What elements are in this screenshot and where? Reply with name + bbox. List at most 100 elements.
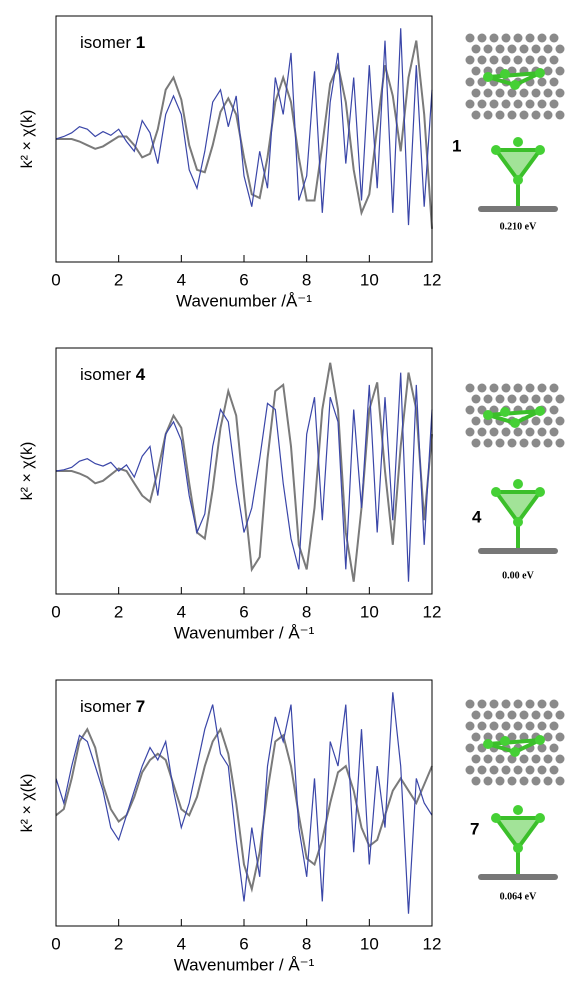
carbon-atom: [465, 383, 475, 393]
carbon-atom: [537, 383, 547, 393]
cluster-atom: [491, 145, 501, 155]
carbon-atom: [507, 110, 517, 120]
carbon-atom: [489, 721, 499, 731]
carbon-atom: [525, 99, 535, 109]
structure-energy: 0.210 eV: [500, 221, 537, 232]
x-tick-label: 2: [114, 934, 123, 953]
carbon-atom: [483, 394, 493, 404]
carbon-atom: [483, 732, 493, 742]
carbon-atom: [501, 765, 511, 775]
x-tick-label: 10: [360, 934, 379, 953]
carbon-atom: [483, 776, 493, 786]
carbon-atom: [549, 427, 559, 437]
carbon-atom: [477, 33, 487, 43]
x-tick-label: 6: [239, 602, 248, 621]
carbon-atom: [555, 88, 565, 98]
carbon-atom: [501, 427, 511, 437]
cluster-atom: [535, 68, 545, 78]
y-axis-label: k² × χ(k): [19, 774, 36, 833]
cluster-atom: [491, 487, 501, 497]
carbon-atom: [465, 743, 475, 753]
carbon-atom: [525, 33, 535, 43]
carbon-atom: [501, 33, 511, 43]
carbon-atom: [489, 55, 499, 65]
x-tick-label: 4: [177, 602, 186, 621]
carbon-atom: [465, 721, 475, 731]
cluster-atom: [500, 69, 510, 79]
carbon-atom: [471, 44, 481, 54]
cluster-atom: [535, 406, 545, 416]
x-tick-label: 6: [239, 934, 248, 953]
carbon-atom: [507, 438, 517, 448]
annotation: isomer 1: [80, 33, 145, 52]
carbon-atom: [525, 383, 535, 393]
x-axis-label: Wavenumber / Å⁻¹: [174, 955, 315, 974]
carbon-atom: [543, 438, 553, 448]
carbon-atom: [471, 754, 481, 764]
carbon-atom: [549, 765, 559, 775]
carbon-atom: [543, 776, 553, 786]
substrate-side: [478, 548, 558, 554]
carbon-atom: [519, 394, 529, 404]
x-axis-label: Wavenumber /Å⁻¹: [176, 291, 312, 310]
annotation-number: 4: [136, 365, 146, 384]
carbon-atom: [471, 732, 481, 742]
x-tick-label: 2: [114, 602, 123, 621]
carbon-atom: [471, 416, 481, 426]
carbon-atom: [537, 99, 547, 109]
data-line: [56, 40, 433, 229]
carbon-atom: [507, 394, 517, 404]
cluster-atom: [483, 739, 493, 749]
carbon-atom: [519, 754, 529, 764]
carbon-atom: [477, 721, 487, 731]
carbon-atom: [513, 765, 523, 775]
structure-label: 4: [472, 507, 482, 526]
carbon-atom: [507, 710, 517, 720]
carbon-atom: [555, 754, 565, 764]
carbon-atom: [513, 427, 523, 437]
cluster-atom: [513, 805, 523, 815]
x-tick-label: 0: [51, 270, 60, 289]
carbon-atom: [525, 427, 535, 437]
carbon-atom: [531, 416, 541, 426]
carbon-atom: [549, 99, 559, 109]
x-tick-label: 4: [177, 270, 186, 289]
carbon-atom: [489, 699, 499, 709]
cluster-top: [487, 71, 541, 88]
carbon-atom: [513, 99, 523, 109]
carbon-atom: [519, 438, 529, 448]
cluster-atom: [483, 72, 493, 82]
carbon-atom: [519, 110, 529, 120]
carbon-atom: [543, 416, 553, 426]
x-tick-label: 8: [302, 270, 311, 289]
carbon-atom: [537, 77, 547, 87]
x-tick-label: 10: [360, 270, 379, 289]
carbon-atom: [495, 710, 505, 720]
carbon-atom: [489, 33, 499, 43]
carbon-atom: [537, 427, 547, 437]
carbon-atom: [549, 33, 559, 43]
annotation-number: 1: [136, 33, 145, 52]
carbon-atom: [483, 438, 493, 448]
carbon-atom: [555, 710, 565, 720]
carbon-atom: [555, 732, 565, 742]
carbon-atom: [513, 721, 523, 731]
carbon-atom: [477, 55, 487, 65]
carbon-atom: [507, 44, 517, 54]
data-line: [55, 372, 433, 582]
structure-label: 1: [452, 136, 461, 155]
carbon-atom: [549, 743, 559, 753]
y-axis-label: k² × χ(k): [19, 110, 36, 169]
carbon-atom: [537, 743, 547, 753]
carbon-atom: [471, 66, 481, 76]
data-line: [55, 726, 433, 894]
cluster-atom: [500, 736, 510, 746]
carbon-atom: [465, 405, 475, 415]
carbon-atom: [513, 33, 523, 43]
structure-label: 7: [470, 819, 479, 838]
x-tick-label: 10: [360, 602, 379, 621]
carbon-atom: [495, 110, 505, 120]
cluster-atom: [510, 747, 520, 757]
carbon-atom: [501, 55, 511, 65]
